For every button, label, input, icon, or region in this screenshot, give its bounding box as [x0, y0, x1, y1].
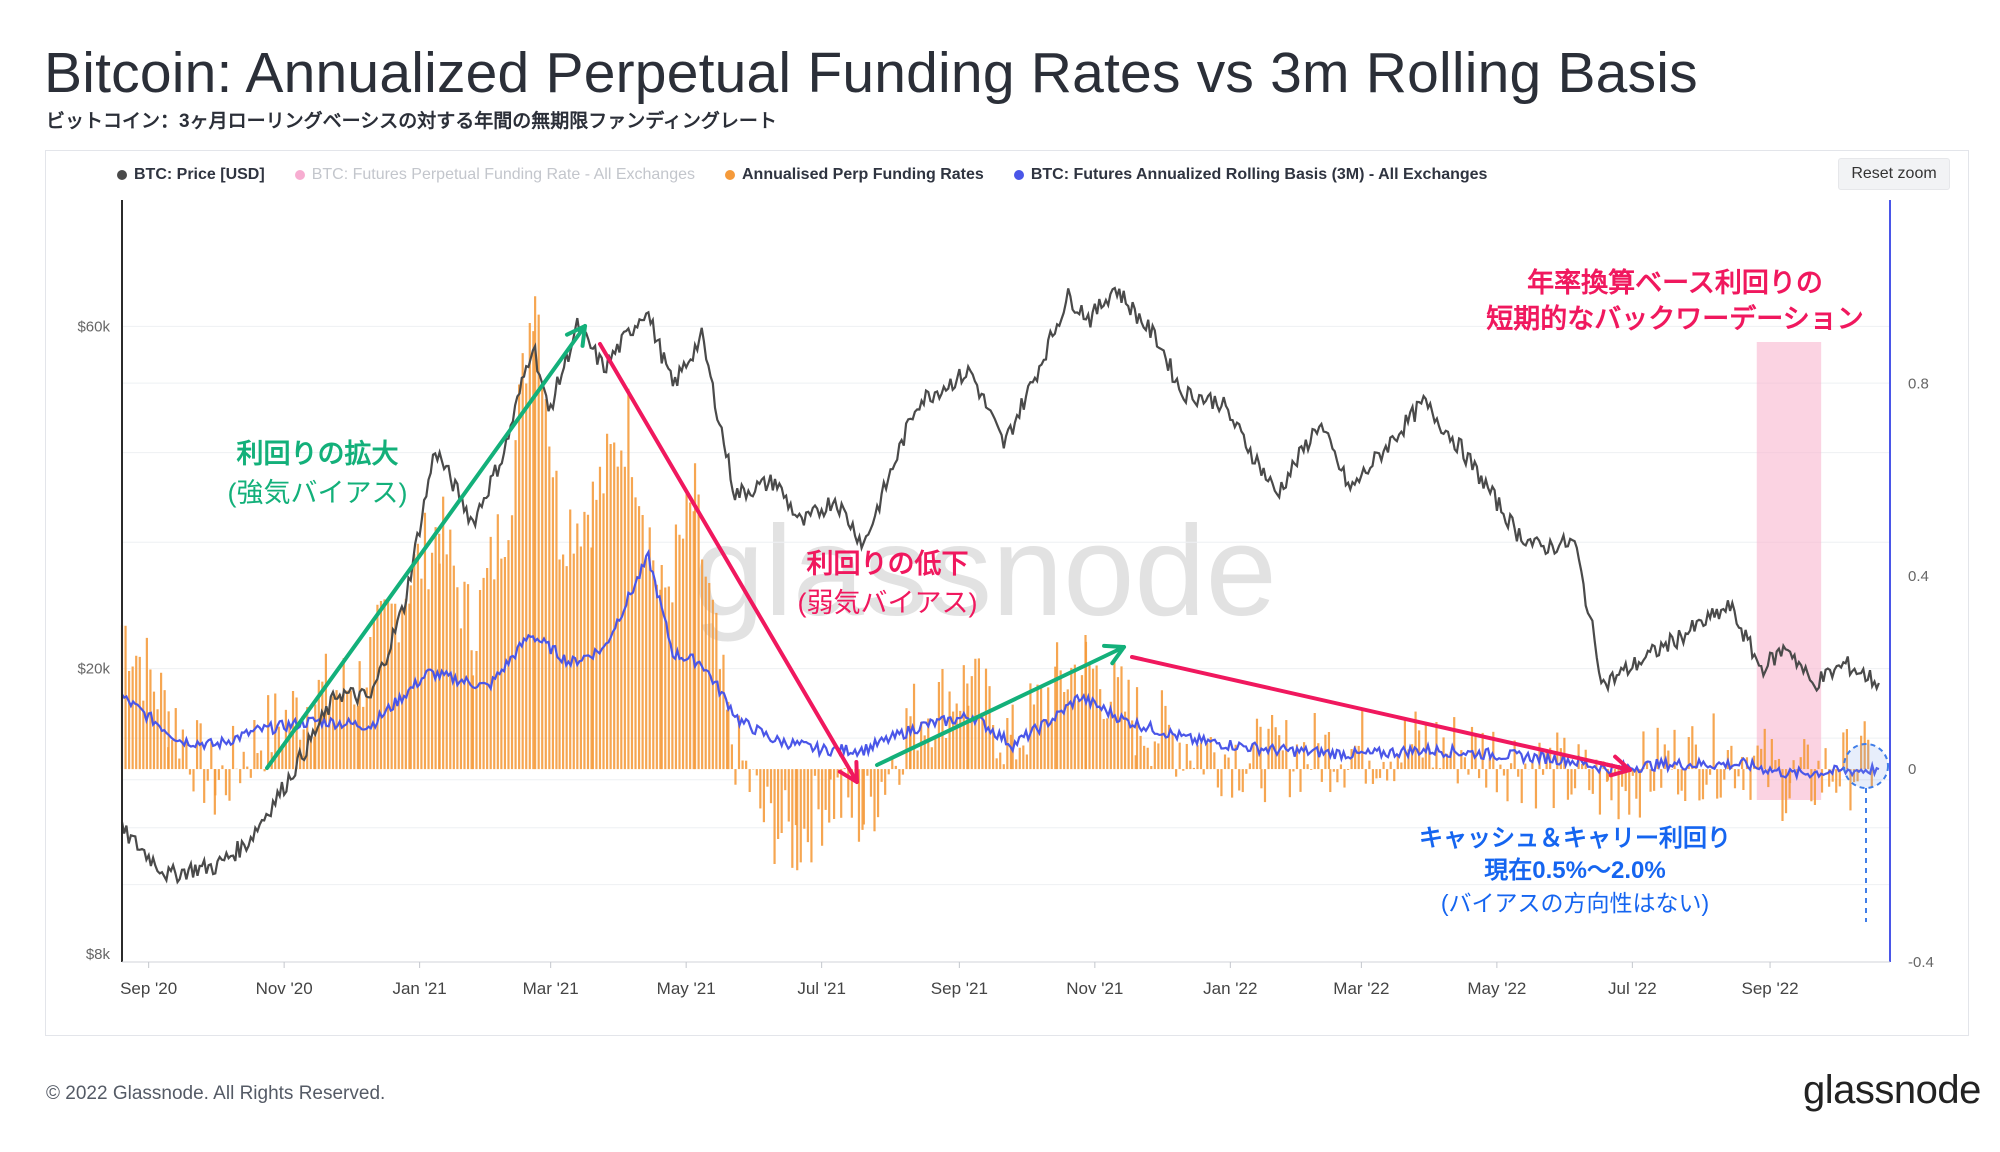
- arrow-yield-decline-head: [837, 760, 859, 784]
- legend-dot: [294, 170, 305, 180]
- x-tick-label: Nov '21: [1066, 979, 1123, 998]
- arrow-yield-decline: [598, 342, 859, 784]
- legend-item-rolling-basis[interactable]: BTC: Futures Annualized Rolling Basis (3…: [1013, 166, 1488, 184]
- annotation-line: キャッシュ＆キャリー利回り: [1419, 825, 1731, 852]
- arrow-yield-fade-tip-head: [1608, 754, 1632, 778]
- y-right-tick-label: 0.4: [1908, 568, 1929, 585]
- annotation-line: 短期的なバックワーデーション: [1486, 304, 1864, 334]
- arrow-yield-fade-tip: [1598, 761, 1632, 772]
- chart-subtitle: ビットコイン：3ヶ月ローリングベーシスの対する年間の無期限ファンディングレート: [46, 111, 777, 132]
- legend-label: Annualised Perp Funding Rates: [742, 166, 984, 183]
- price-line: [120, 286, 1880, 885]
- y-right-tick-label: 0.8: [1908, 375, 1929, 392]
- y-right-tick-label: 0: [1908, 761, 1916, 778]
- legend-label: BTC: Futures Perpetual Funding Rate - Al…: [311, 166, 695, 183]
- annotation-yield-expansion: 利回りの拡大 (強気バイアス): [205, 432, 430, 510]
- x-tick-label: Jan '21: [392, 979, 446, 998]
- annotation-subtitle: (弱気バイアス): [797, 588, 978, 618]
- chart-legend: BTC: Price [USD] BTC: Futures Perpetual …: [117, 166, 1487, 184]
- arrow-yield-fade: [1130, 655, 1624, 770]
- annotation-arrows: [265, 324, 1889, 922]
- y-left-tick-label: $60k: [77, 318, 110, 335]
- arrow-yield-rebound-head: [1102, 643, 1126, 666]
- y-left-tick-label: $8k: [86, 946, 111, 963]
- price-series: [120, 286, 1880, 885]
- axes: $8k $20k $60k 0.8 0.4 0 -0.4 Sep '20 Nov '20 Jan …: [77, 200, 1934, 998]
- backwardation-highlight: [1756, 342, 1822, 800]
- chart-title: Bitcoin: Annualized Perpetual Funding Ra…: [44, 41, 1698, 105]
- annotation-subtitle: (強気バイアス): [227, 478, 408, 508]
- arrow-yield-expansion: [265, 324, 587, 770]
- x-tick-label: May '21: [657, 979, 716, 998]
- arrow-yield-rebound: [875, 645, 1126, 767]
- annotation-title: 利回りの低下: [806, 549, 969, 579]
- legend-item-price[interactable]: BTC: Price [USD]: [117, 166, 265, 184]
- reset-zoom-button[interactable]: Reset zoom: [1838, 158, 1950, 190]
- x-tick-label: May '22: [1467, 979, 1526, 998]
- x-tick-label: Jul '21: [797, 979, 846, 998]
- annotation-title: 利回りの拡大: [236, 439, 399, 469]
- legend-item-annualised-funding[interactable]: Annualised Perp Funding Rates: [725, 166, 984, 184]
- x-tick-label: Nov '20: [256, 979, 313, 998]
- x-tick-label: Mar '22: [1333, 979, 1389, 998]
- x-tick-label: Sep '21: [931, 979, 988, 998]
- x-tick-label: Mar '21: [523, 979, 579, 998]
- annotation-yield-decline: 利回りの低下 (弱気バイアス): [775, 542, 1000, 620]
- highlight-band: [1756, 342, 1822, 800]
- legend-dot: [725, 170, 735, 180]
- y-right-tick-label: -0.4: [1908, 954, 1934, 971]
- legend-item-perp-funding[interactable]: BTC: Futures Perpetual Funding Rate - Al…: [294, 166, 695, 184]
- annotation-line: 年率換算ベース利回りの: [1527, 268, 1823, 298]
- legend-label: BTC: Futures Annualized Rolling Basis (3…: [1030, 166, 1488, 183]
- x-tick-label: Jul '22: [1608, 979, 1657, 998]
- annotation-line: (バイアスの方向性はない): [1440, 890, 1710, 916]
- annotation-line: 現在0.5%〜2.0%: [1484, 857, 1666, 884]
- arrow-yield-expansion-head: [564, 324, 587, 348]
- gridlines: [122, 325, 1890, 886]
- rolling-basis-line: [121, 548, 1880, 781]
- chart-panel: [45, 150, 1969, 1036]
- glassnode-watermark: glassnode: [693, 500, 1277, 643]
- x-tick-label: Sep '22: [1741, 979, 1798, 998]
- x-tick-label: Jan '22: [1203, 979, 1257, 998]
- legend-dot: [117, 170, 127, 180]
- x-tick-label: Sep '20: [120, 979, 177, 998]
- legend-dot: [1013, 170, 1024, 180]
- current-yield-marker: [1843, 743, 1889, 789]
- copyright: © 2022 Glassnode. All Rights Reserved.: [46, 1083, 386, 1104]
- annotation-backwardation: 年率換算ベース利回りの 短期的なバックワーデーション: [1455, 265, 1895, 337]
- annotation-cash-carry: キャッシュ＆キャリー利回り 現在0.5%〜2.0% (バイアスの方向性はない): [1405, 823, 1745, 919]
- y-left-tick-label: $20k: [77, 661, 110, 678]
- brand-logo: glassnode: [1803, 1068, 1981, 1112]
- legend-label: BTC: Price [USD]: [134, 166, 265, 183]
- rolling-basis-series: [121, 548, 1880, 781]
